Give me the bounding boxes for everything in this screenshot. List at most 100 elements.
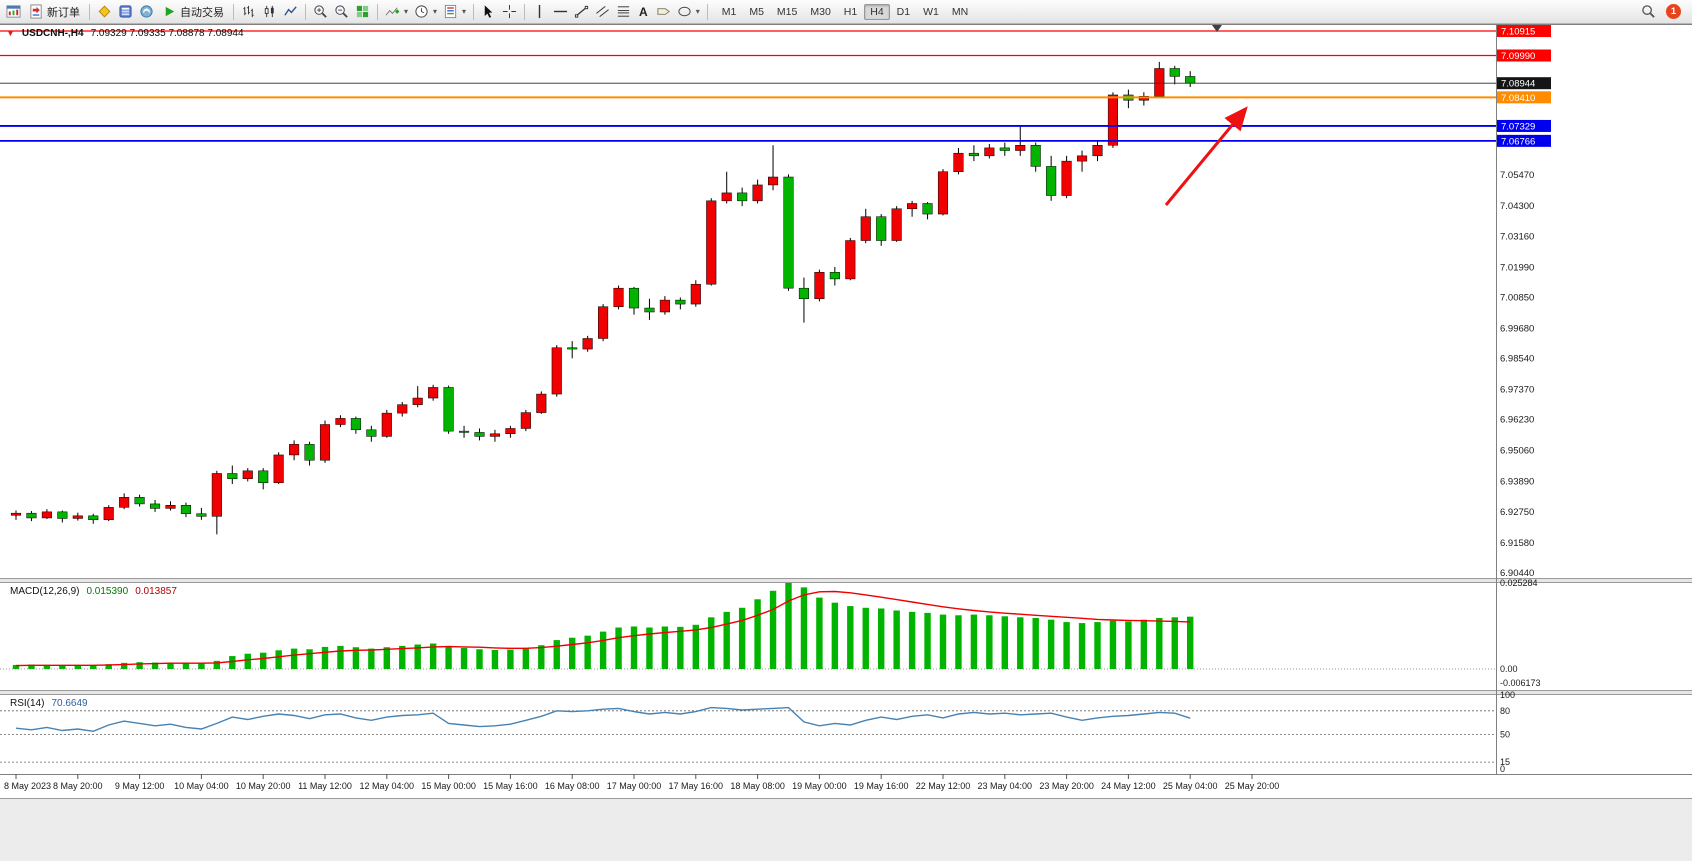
svg-text:25 May 20:00: 25 May 20:00 — [1225, 781, 1280, 791]
svg-text:7.07329: 7.07329 — [1501, 121, 1535, 132]
timeframe-button-m30[interactable]: M30 — [810, 5, 831, 18]
vertical-line-button[interactable] — [529, 2, 550, 21]
indicators-button[interactable]: ▾ — [382, 2, 411, 21]
chevron-down-icon: ▾ — [433, 7, 438, 16]
svg-text:25 May 04:00: 25 May 04:00 — [1163, 781, 1218, 791]
navigator-icon — [119, 5, 132, 18]
chart-canvas[interactable]: 7.05470 7.04300 7.03160 7.01990 7.00850 6.996… — [0, 24, 1692, 861]
price-lines-layer[interactable]: 7.10915 7.09990 7.08944 7.08410 7.07329 7.067… — [0, 25, 1551, 147]
svg-text:17 May 00:00: 17 May 00:00 — [607, 781, 662, 791]
clock-icon — [415, 5, 428, 18]
channel-button[interactable] — [592, 2, 613, 21]
svg-text:16 May 08:00: 16 May 08:00 — [545, 781, 600, 791]
tile-windows-button[interactable] — [352, 2, 373, 21]
symbol-period-label: USDCNH-,H4 — [21, 28, 84, 39]
svg-text:19 May 00:00: 19 May 00:00 — [792, 781, 847, 791]
svg-text:22 May 12:00: 22 May 12:00 — [916, 781, 971, 791]
svg-text:8 May 2023: 8 May 2023 — [4, 781, 51, 791]
crosshair-button[interactable] — [499, 2, 520, 21]
terminal-icon — [140, 5, 153, 18]
bar-chart-button[interactable] — [238, 2, 259, 21]
new-order-button[interactable]: 新订单 — [24, 2, 85, 22]
toolbar-separator — [524, 3, 526, 20]
chevron-down-icon: ▾ — [695, 7, 700, 16]
timeframe-button-m15[interactable]: M15 — [776, 5, 798, 18]
svg-text:19 May 16:00: 19 May 16:00 — [854, 781, 909, 791]
svg-text:7.08410: 7.08410 — [1501, 93, 1535, 104]
timeframe-button-m5[interactable]: M5 — [749, 5, 764, 18]
svg-text:6.97370: 6.97370 — [1500, 385, 1534, 396]
candle-chart-button[interactable] — [259, 2, 280, 21]
navigator-button[interactable] — [115, 2, 136, 21]
svg-text:7.09990: 7.09990 — [1501, 51, 1535, 62]
bar-chart-icon — [243, 5, 254, 18]
price-axis: 7.05470 7.04300 7.03160 7.01990 7.00850 6.996… — [1500, 170, 1534, 579]
rsi-value: 70.6649 — [51, 698, 88, 709]
line-chart-button[interactable] — [280, 2, 301, 21]
new-order-icon — [30, 4, 42, 19]
periods-button[interactable]: ▾ — [411, 2, 440, 21]
zoom-out-button[interactable] — [331, 2, 352, 21]
svg-text:9 May 12:00: 9 May 12:00 — [115, 781, 165, 791]
rsi-name: RSI(14) — [10, 698, 45, 709]
search-icon[interactable] — [1641, 4, 1656, 19]
timeframe-button-w1[interactable]: W1 — [923, 5, 939, 18]
timeframe-button-h4[interactable]: H4 — [864, 3, 890, 20]
terminal-button[interactable] — [136, 2, 157, 21]
svg-text:7.01990: 7.01990 — [1500, 262, 1534, 273]
svg-text:17 May 16:00: 17 May 16:00 — [669, 781, 724, 791]
macd-panel: 0.025284 0.00 -0.006173 — [0, 578, 1541, 688]
autotrading-button[interactable]: 自动交易 — [157, 2, 229, 22]
svg-text:12 May 04:00: 12 May 04:00 — [360, 781, 415, 791]
svg-text:6.98540: 6.98540 — [1500, 354, 1534, 365]
svg-text:6.91580: 6.91580 — [1500, 538, 1534, 549]
svg-text:24 May 12:00: 24 May 12:00 — [1101, 781, 1156, 791]
svg-text:15: 15 — [1500, 757, 1510, 767]
svg-text:18 May 08:00: 18 May 08:00 — [730, 781, 785, 791]
notification-badge[interactable]: 1 — [1666, 4, 1681, 19]
market-watch-icon — [98, 5, 111, 18]
horizontal-line-button[interactable] — [550, 2, 571, 21]
timeframe-button-h1[interactable]: H1 — [843, 5, 858, 18]
template-icon — [444, 4, 457, 19]
svg-text:0: 0 — [1500, 764, 1505, 774]
zoom-in-icon — [314, 5, 327, 18]
cursor-icon — [484, 5, 493, 18]
macd-main-value: 0.015390 — [86, 586, 129, 597]
time-axis[interactable]: 8 May 2023 8 May 20:00 9 May 12:00 10 May 0… — [4, 774, 1279, 791]
svg-text:11 May 12:00: 11 May 12:00 — [298, 781, 352, 791]
svg-text:10 May 04:00: 10 May 04:00 — [174, 781, 229, 791]
svg-text:7.06766: 7.06766 — [1501, 136, 1535, 147]
shapes-button[interactable]: ▾ — [674, 2, 703, 21]
symbol-marker-icon[interactable]: ▼ — [6, 28, 15, 38]
svg-text:100: 100 — [1500, 690, 1515, 700]
autotrading-label: 自动交易 — [180, 6, 224, 19]
new-chart-icon — [6, 5, 21, 18]
market-watch-button[interactable] — [94, 2, 115, 21]
svg-text:0.025284: 0.025284 — [1500, 578, 1538, 588]
svg-text:6.92750: 6.92750 — [1500, 507, 1534, 518]
macd-name: MACD(12,26,9) — [10, 586, 80, 597]
timeframe-button-d1[interactable]: D1 — [896, 5, 911, 18]
fibonacci-button[interactable] — [613, 2, 634, 21]
trendline-icon — [574, 5, 589, 18]
templates-button[interactable]: ▾ — [440, 2, 469, 21]
svg-text:7.00850: 7.00850 — [1500, 292, 1534, 303]
new-chart-button[interactable] — [3, 2, 24, 21]
svg-text:7.04300: 7.04300 — [1500, 201, 1534, 212]
cursor-button[interactable] — [478, 2, 499, 21]
timeframe-button-mn[interactable]: MN — [951, 5, 969, 18]
svg-text:7.05470: 7.05470 — [1500, 170, 1534, 181]
annotation-arrow[interactable] — [1164, 106, 1248, 206]
text-button[interactable]: A — [634, 3, 653, 21]
chart-shift-marker — [1212, 25, 1222, 32]
label-button[interactable] — [653, 2, 674, 21]
svg-text:0.00: 0.00 — [1500, 664, 1518, 674]
timeframe-button-m1[interactable]: M1 — [721, 5, 737, 18]
zoom-in-button[interactable] — [310, 2, 331, 21]
toolbar-separator — [706, 3, 708, 20]
svg-text:23 May 04:00: 23 May 04:00 — [978, 781, 1033, 791]
toolbar-separator — [89, 3, 90, 20]
trendline-button[interactable] — [571, 2, 592, 21]
